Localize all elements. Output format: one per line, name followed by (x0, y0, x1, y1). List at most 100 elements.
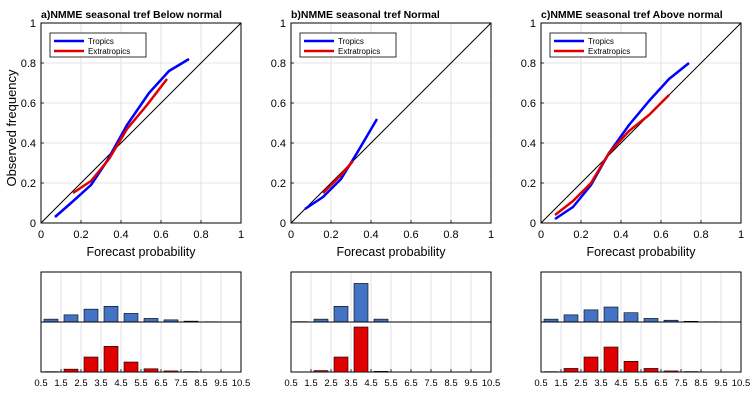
y-tick-label: 1 (530, 18, 536, 30)
histogram-bar-extratropics (623, 360, 639, 373)
hist-x-tick-label: 9.5 (714, 378, 727, 389)
y-tick-label: 0.4 (271, 138, 286, 150)
hist-x-tick-label: 2.5 (324, 378, 337, 389)
x-tick-label: 0.2 (573, 229, 588, 241)
hist-x-tick-label: 6.5 (404, 378, 417, 389)
series-line-extratropics (554, 94, 670, 216)
legend-label: Extratropics (88, 47, 130, 56)
x-tick-label: 0 (538, 229, 544, 241)
hist-x-tick-label: 7.5 (174, 378, 187, 389)
hist-x-tick-label: 0.5 (534, 378, 547, 389)
hist-x-tick-label: 1.5 (54, 378, 67, 389)
y-tick-label: 0.8 (271, 58, 286, 70)
histogram-bar-extratropics (603, 346, 619, 373)
histogram-bar-tropics (83, 308, 99, 323)
histogram-bar-extratropics (353, 326, 369, 373)
x-axis-label: Forecast probability (86, 245, 196, 259)
x-tick-label: 0.6 (403, 229, 418, 241)
hist-x-tick-label: 8.5 (694, 378, 707, 389)
histogram-bar-tropics (333, 305, 349, 323)
panel-title: c)NMME seasonal tref Above normal (541, 9, 723, 21)
histogram-panel-a: 0.5 1.5 2.5 3.5 4.5 5.5 6.5 7.5 8.5 9.5 10.5 (34, 271, 251, 389)
legend-box (549, 32, 647, 58)
hist-x-tick-label: 10.5 (482, 378, 501, 389)
legend-label: Extratropics (588, 47, 630, 56)
hist-x-tick-label: 3.5 (594, 378, 607, 389)
series-line-tropics (304, 118, 379, 211)
hist-x-tick-label: 5.5 (634, 378, 647, 389)
histogram-bar-extratropics (123, 361, 139, 373)
histogram-bar-tropics (623, 312, 639, 323)
y-tick-label: 0.2 (271, 178, 286, 190)
legend-label: Tropics (88, 37, 114, 46)
perfect-reliability-line (40, 22, 242, 224)
x-tick-label: 0.4 (113, 229, 128, 241)
x-tick-label: 0 (288, 229, 294, 241)
histogram-bar-tropics (63, 314, 79, 323)
plot-frame (40, 22, 242, 224)
series-line-extratropics (322, 160, 354, 194)
hist-x-tick-label: 6.5 (154, 378, 167, 389)
y-tick-label: 1 (280, 18, 286, 30)
histogram-bar-extratropics (143, 368, 159, 373)
hist-x-tick-label: 7.5 (424, 378, 437, 389)
histogram-bar-extratropics (63, 368, 79, 373)
histogram-bar-extratropics (313, 370, 329, 373)
legend-label: Tropics (588, 37, 614, 46)
hist-x-tick-label: 8.5 (194, 378, 207, 389)
legend-box (299, 32, 397, 58)
y-tick-label: 0.4 (521, 138, 536, 150)
hist-x-tick-label: 1.5 (304, 378, 317, 389)
hist-x-tick-label: 8.5 (444, 378, 457, 389)
plot-frame (290, 22, 492, 224)
hist-x-tick-label: 10.5 (732, 378, 750, 389)
plot-frame (540, 22, 742, 224)
y-tick-label: 0.6 (521, 98, 536, 110)
histogram-bar-extratropics (563, 368, 579, 373)
hist-x-tick-label: 4.5 (364, 378, 377, 389)
x-tick-label: 1 (238, 229, 244, 241)
y-tick-label: 1 (30, 18, 36, 30)
perfect-reliability-line (290, 22, 492, 224)
histogram-bar-tropics (123, 313, 139, 323)
hist-x-tick-label: 4.5 (114, 378, 127, 389)
y-tick-label: 0.2 (521, 178, 536, 190)
reliability-panel-c: 00 0.2 0.2 0.4 0.4 0.6 0.6 0.8 0.8 1 1 c)NMME seaso… (521, 9, 744, 259)
histogram-bar-tropics (353, 283, 369, 323)
histogram-bar-tropics (583, 309, 599, 323)
x-tick-label: 0.2 (73, 229, 88, 241)
hist-x-tick-label: 10.5 (232, 378, 251, 389)
legend-label: Tropics (338, 37, 364, 46)
x-tick-label: 0.6 (653, 229, 668, 241)
histogram-bar-extratropics (83, 356, 99, 373)
legend-box (49, 32, 147, 58)
hist-x-tick-label: 9.5 (214, 378, 227, 389)
x-axis-label: Forecast probability (586, 245, 696, 259)
y-tick-label: 0.4 (21, 138, 36, 150)
histogram-bar-tropics (643, 318, 659, 323)
hist-x-tick-label: 5.5 (134, 378, 147, 389)
x-tick-label: 0 (38, 229, 44, 241)
histogram-bar-extratropics (663, 370, 679, 373)
panel-title: b)NMME seasonal tref Normal (291, 9, 440, 21)
reliability-panel-a: 00 0.2 0.2 0.4 0.4 0.6 0.6 0.8 0.8 1 1 a)NMME seaso… (21, 9, 244, 259)
panel-title: a)NMME seasonal tref Below normal (41, 9, 222, 21)
x-tick-label: 1 (488, 229, 494, 241)
histogram-bar-extratropics (333, 356, 349, 373)
histogram-bar-extratropics (643, 368, 659, 373)
x-tick-label: 0.4 (363, 229, 378, 241)
x-axis-label: Forecast probability (336, 245, 446, 259)
histogram-bar-extratropics (103, 345, 119, 373)
series-line-tropics (54, 57, 190, 218)
x-tick-label: 0.4 (613, 229, 628, 241)
histogram-panel-c: 0.5 1.5 2.5 3.5 4.5 5.5 6.5 7.5 8.5 9.5 10.5 (534, 271, 750, 389)
histogram-bar-tropics (603, 306, 619, 323)
hist-x-tick-label: 0.5 (34, 378, 47, 389)
hist-x-tick-label: 5.5 (384, 378, 397, 389)
y-axis-label: Observed frequency (4, 69, 19, 187)
series-line-tropics (554, 62, 690, 221)
x-tick-label: 0.6 (153, 229, 168, 241)
y-tick-label: 0 (30, 218, 36, 230)
x-tick-label: 0.8 (693, 229, 708, 241)
